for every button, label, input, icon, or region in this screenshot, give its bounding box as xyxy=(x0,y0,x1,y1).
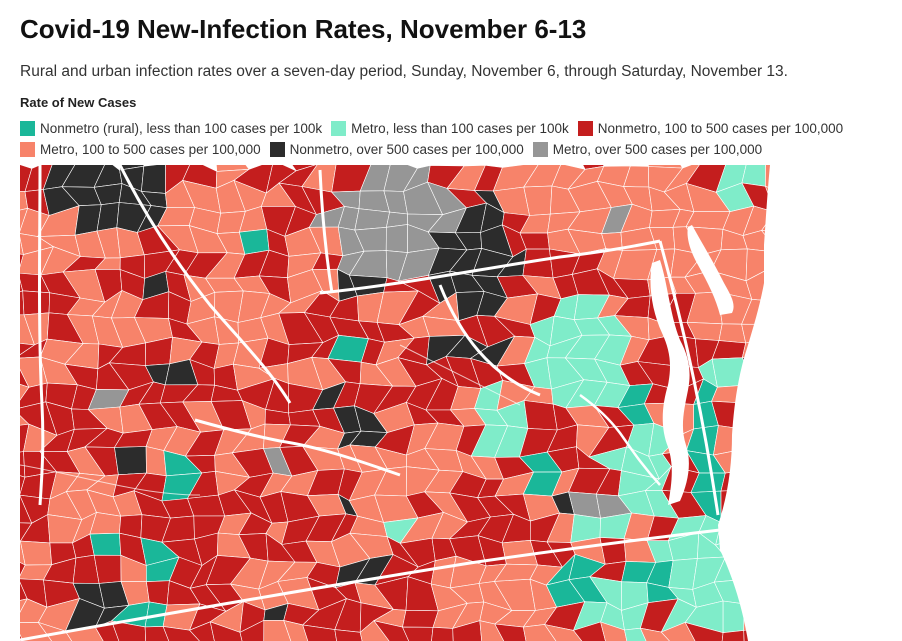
legend-label: Metro, 100 to 500 cases per 100,000 xyxy=(40,142,261,157)
county-rural-mid[interactable] xyxy=(402,626,434,641)
legend-row: Metro, 100 to 500 cases per 100,000 Nonm… xyxy=(20,139,900,160)
legend-label: Nonmetro, over 500 cases per 100,000 xyxy=(289,142,524,157)
legend-swatch xyxy=(577,121,593,136)
legend-item-metro-mid: Metro, 100 to 500 cases per 100,000 xyxy=(20,142,261,157)
legend-row: Nonmetro (rural), less than 100 cases pe… xyxy=(20,118,900,139)
county-metro-low[interactable] xyxy=(741,165,766,187)
county-rural-mid[interactable] xyxy=(189,621,216,641)
county-metro-mid[interactable] xyxy=(639,627,681,641)
delaware-bay xyxy=(687,225,734,315)
county-metro-mid[interactable] xyxy=(522,624,557,641)
atlantic-ocean xyxy=(718,165,902,641)
legend-item-metro-low: Metro, less than 100 cases per 100k xyxy=(331,121,569,136)
legend-swatch xyxy=(532,142,548,157)
county-rural-mid[interactable] xyxy=(93,554,122,584)
legend-item-metro-high: Metro, over 500 cases per 100,000 xyxy=(532,142,763,157)
county-rural-mid[interactable] xyxy=(144,626,172,641)
legend-item-rural-mid: Nonmetro, 100 to 500 cases per 100,000 xyxy=(577,121,844,136)
county-rural-mid[interactable] xyxy=(209,621,244,641)
county-metro-mid[interactable] xyxy=(660,622,701,641)
county-rural-mid[interactable] xyxy=(430,626,454,641)
legend-label: Metro, over 500 cases per 100,000 xyxy=(552,142,763,157)
map-subtitle: Rural and urban infection rates over a s… xyxy=(20,63,788,80)
state-border xyxy=(438,284,541,397)
county-map[interactable] xyxy=(20,165,902,641)
county-rural-mid[interactable] xyxy=(162,626,202,641)
county-rural-mid[interactable] xyxy=(146,580,170,606)
map-overlay xyxy=(20,165,902,641)
county-rural-mid[interactable] xyxy=(523,400,558,431)
state-border xyxy=(658,240,720,516)
legend-swatch xyxy=(20,121,35,136)
county-metro-mid[interactable] xyxy=(479,620,507,641)
legend-label: Nonmetro, 100 to 500 cases per 100,000 xyxy=(597,121,844,136)
county-rural-mid[interactable] xyxy=(22,290,51,316)
county-line xyxy=(20,464,201,496)
county-rural-mid[interactable] xyxy=(402,609,439,628)
potomac-river xyxy=(579,393,661,486)
legend-label: Nonmetro (rural), less than 100 cases pe… xyxy=(40,121,323,136)
county-line xyxy=(399,344,521,406)
county-rural-mid[interactable] xyxy=(334,629,365,641)
county-metro-mid[interactable] xyxy=(145,446,167,477)
county-rural-mid[interactable] xyxy=(572,621,608,641)
county-rural-mid[interactable] xyxy=(452,620,483,641)
state-border xyxy=(118,165,292,404)
county-metro-low[interactable] xyxy=(624,627,648,641)
county-metro-mid[interactable] xyxy=(37,621,73,641)
county-rural-mid[interactable] xyxy=(20,342,36,365)
county-metro-mid[interactable] xyxy=(718,323,747,344)
state-border xyxy=(38,165,45,506)
county-metro-mid[interactable] xyxy=(359,620,394,641)
legend-item-rural-high: Nonmetro, over 500 cases per 100,000 xyxy=(269,142,524,157)
county-metro-mid[interactable] xyxy=(20,540,53,566)
county-rural-low[interactable] xyxy=(239,228,270,255)
legend-swatch xyxy=(331,121,347,136)
legend-title: Rate of New Cases xyxy=(20,95,137,110)
chesapeake-bay xyxy=(650,260,690,505)
county-rural-mid[interactable] xyxy=(302,624,338,641)
legend-item-rural-low: Nonmetro (rural), less than 100 cases pe… xyxy=(20,121,322,136)
county-metro-mid[interactable] xyxy=(543,624,587,641)
state-border xyxy=(20,528,721,641)
legend-label: Metro, less than 100 cases per 100k xyxy=(351,121,569,136)
county-metro-high[interactable] xyxy=(385,224,408,253)
state-border xyxy=(319,239,661,295)
legend-swatch xyxy=(269,142,285,157)
map-title: Covid-19 New-Infection Rates, November 6… xyxy=(20,14,587,44)
county-rural-mid[interactable] xyxy=(239,619,265,641)
county-metro-mid[interactable] xyxy=(600,621,629,641)
county-metro-mid[interactable] xyxy=(263,620,294,641)
county-rural-low[interactable] xyxy=(89,532,122,556)
state-border xyxy=(194,418,401,477)
legend: Nonmetro (rural), less than 100 cases pe… xyxy=(20,118,900,160)
county-rural-mid[interactable] xyxy=(373,620,414,641)
county-map-svg[interactable] xyxy=(20,165,902,641)
county-metro-mid[interactable] xyxy=(283,619,312,641)
legend-swatch xyxy=(20,142,35,157)
county-rural-mid[interactable] xyxy=(494,623,529,641)
county-metro-mid[interactable] xyxy=(20,379,30,413)
county-rural-mid[interactable] xyxy=(111,620,147,641)
county-rural-mid[interactable] xyxy=(721,630,745,641)
state-border xyxy=(318,169,334,294)
county-metro-low[interactable] xyxy=(668,558,698,590)
county-rural-high[interactable] xyxy=(141,165,166,194)
county-metro-high[interactable] xyxy=(354,208,390,231)
county-rural-high[interactable] xyxy=(114,446,147,476)
county-rural-mid[interactable] xyxy=(684,621,724,641)
